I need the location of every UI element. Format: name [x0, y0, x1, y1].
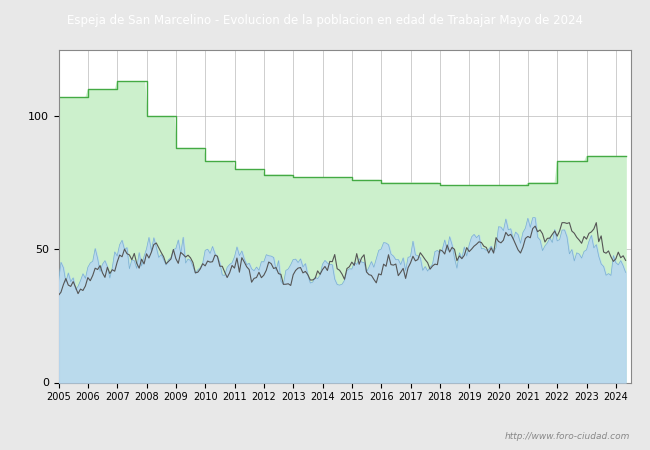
Text: Espeja de San Marcelino - Evolucion de la poblacion en edad de Trabajar Mayo de : Espeja de San Marcelino - Evolucion de l… [67, 14, 583, 27]
Text: http://www.foro-ciudad.com: http://www.foro-ciudad.com [505, 432, 630, 441]
